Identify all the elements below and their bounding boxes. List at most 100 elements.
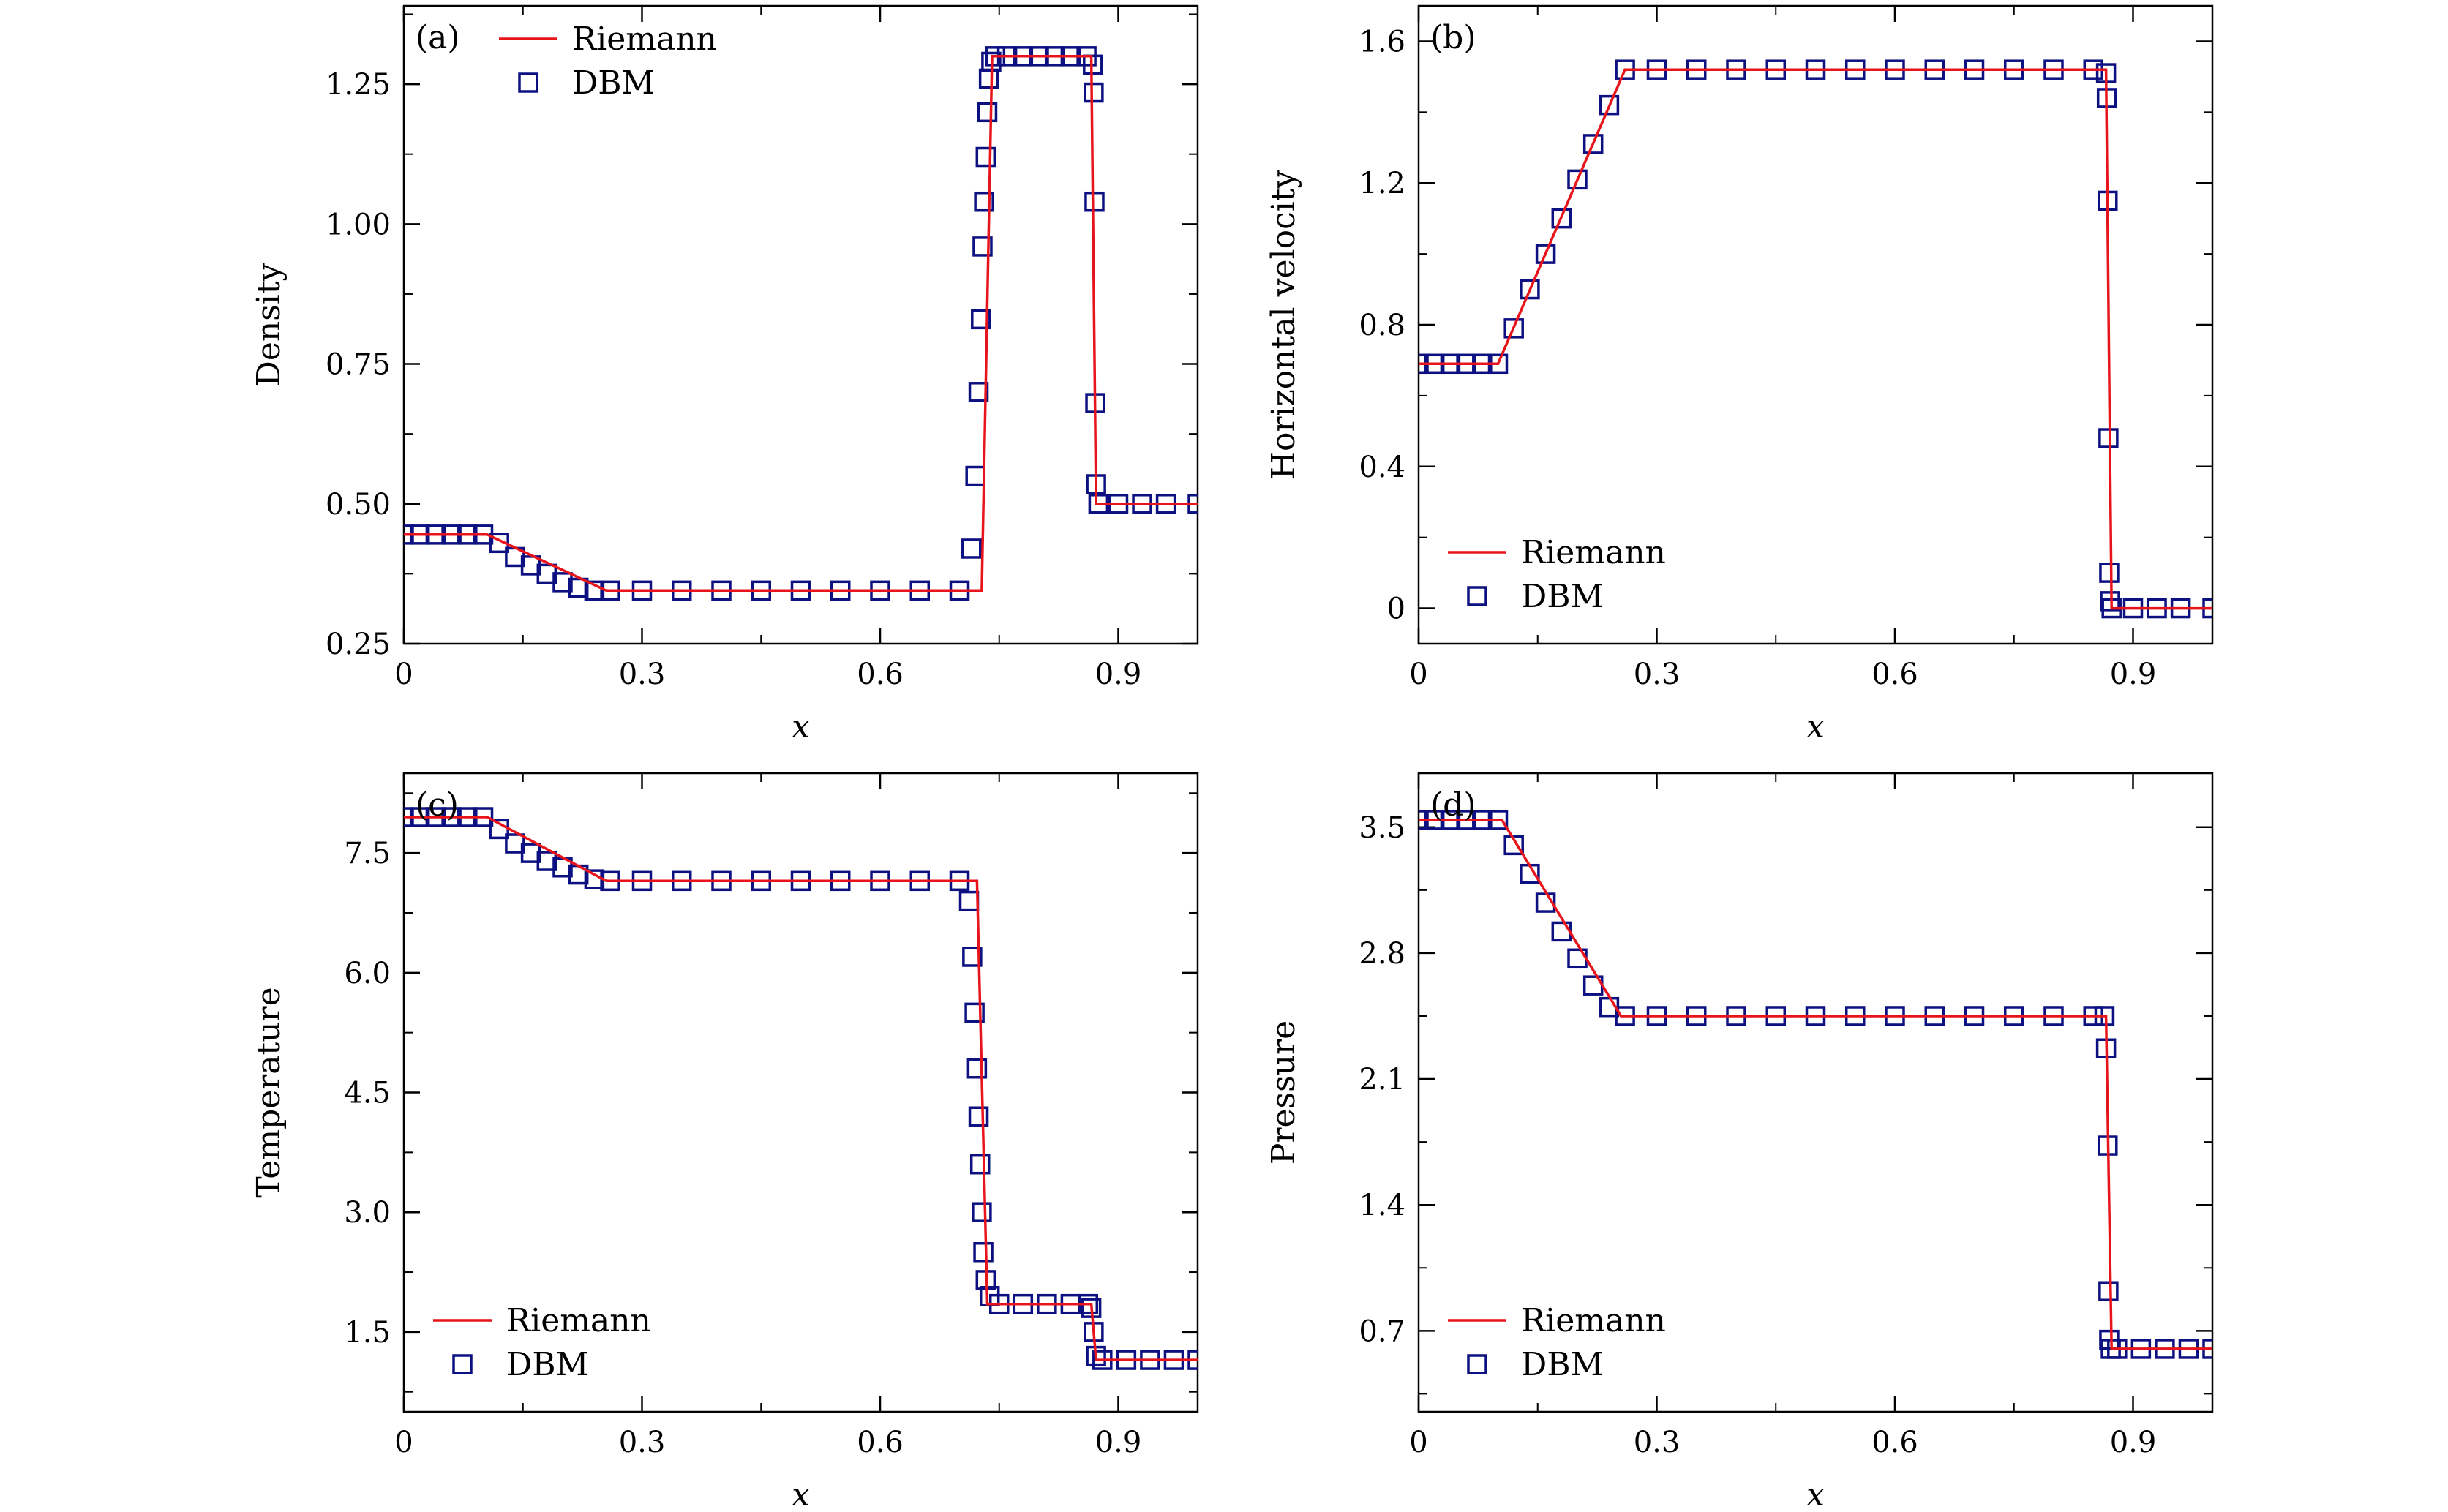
x-axis-label: x xyxy=(1806,708,1825,745)
y-tick-label: 0.75 xyxy=(326,348,391,382)
dbm-data-point xyxy=(968,1106,989,1127)
dbm-data-point xyxy=(1551,208,1572,229)
series-dbm-markers xyxy=(404,807,1198,1370)
y-axis-label: Density xyxy=(250,263,288,386)
dbm-data-point xyxy=(977,102,998,123)
plot-area xyxy=(404,46,1198,601)
x-tick-label: 0 xyxy=(394,1426,413,1459)
series-dbm-markers xyxy=(404,46,1198,601)
legend-dbm-swatch xyxy=(452,1354,473,1374)
dbm-data-point xyxy=(1520,279,1540,300)
legend-riemann-label: Riemann xyxy=(1521,1302,1666,1339)
legend-dbm-swatch xyxy=(1467,586,1487,606)
x-tick-label: 0.3 xyxy=(1634,1426,1681,1459)
x-axis-label: x xyxy=(792,708,810,745)
y-tick-label: 2.8 xyxy=(1359,937,1405,971)
dbm-data-point xyxy=(1535,244,1556,264)
y-tick-label: 3.5 xyxy=(1359,811,1405,845)
dbm-data-point xyxy=(2098,1281,2119,1301)
legend-riemann-label: Riemann xyxy=(572,20,717,58)
panel-label: (c) xyxy=(416,786,459,824)
y-tick-label: 6.0 xyxy=(344,957,391,990)
legend-riemann-label: Riemann xyxy=(506,1302,651,1339)
dbm-data-point xyxy=(536,851,557,871)
panel-b-horizontal-velocity: 0 0.3 0.6 0.9 0 0.4 0.8 1.2 1.6 x Horizontal veloc… xyxy=(1265,4,2214,745)
legend-dbm-label: DBM xyxy=(1521,1346,1604,1383)
y-tick-label: 0.7 xyxy=(1359,1314,1405,1348)
dbm-data-point xyxy=(2099,563,2120,583)
dbm-data-point xyxy=(568,577,589,598)
x-tick-label: 0.6 xyxy=(857,658,904,691)
dbm-data-point xyxy=(1083,54,1103,75)
plot-area xyxy=(1419,59,2212,619)
dbm-data-point xyxy=(972,236,993,257)
y-tick-label: 3.0 xyxy=(344,1196,391,1230)
y-axis-label: Pressure xyxy=(1265,1020,1302,1165)
dbm-data-point xyxy=(964,1002,985,1023)
dbm-data-point xyxy=(978,68,999,89)
dbm-data-point xyxy=(1599,94,1620,116)
dbm-data-point xyxy=(2098,428,2119,448)
x-axis-label: x xyxy=(1806,1476,1825,1512)
y-tick-label: 1.2 xyxy=(1359,167,1405,200)
legend: Riemann DBM xyxy=(499,20,717,102)
dbm-data-point xyxy=(962,947,983,967)
dbm-data-point xyxy=(1503,835,1524,856)
x-tick-label: 0 xyxy=(1409,658,1427,691)
x-tick-label: 0 xyxy=(1409,1426,1427,1459)
legend-dbm-swatch xyxy=(518,72,538,93)
y-tick-label: 7.5 xyxy=(344,837,391,870)
dbm-data-point xyxy=(2100,591,2120,612)
x-tick-label: 0.9 xyxy=(1095,1426,1142,1459)
legend: Riemann DBM xyxy=(1448,534,1666,615)
legend-dbm-swatch xyxy=(1467,1354,1487,1374)
legend-riemann-label: Riemann xyxy=(1521,534,1666,571)
y-tick-label: 2.1 xyxy=(1359,1063,1405,1097)
dbm-data-point xyxy=(1567,169,1588,190)
y-tick-label: 4.5 xyxy=(344,1077,391,1110)
dbm-data-point xyxy=(1084,191,1105,212)
series-riemann-line xyxy=(404,816,1198,1361)
series-riemann-line xyxy=(1419,68,2212,610)
panel-d-pressure: 0 0.3 0.6 0.9 0.7 1.4 2.1 2.8 3.5 x Pressure (d) Rie… xyxy=(1265,772,2214,1512)
legend-dbm-label: DBM xyxy=(506,1346,589,1383)
y-tick-label: 1.5 xyxy=(344,1316,391,1350)
series-riemann-line xyxy=(404,55,1198,593)
y-axis-label: Temperature xyxy=(250,987,288,1197)
y-tick-label: 1.6 xyxy=(1359,25,1405,59)
y-tick-label: 0.8 xyxy=(1359,309,1405,342)
x-tick-label: 0.3 xyxy=(619,658,666,691)
series-dbm-markers xyxy=(1419,810,2212,1359)
legend-dbm-label: DBM xyxy=(572,64,655,102)
dbm-data-point xyxy=(958,890,980,911)
dbm-data-point xyxy=(968,382,989,402)
y-tick-label: 0 xyxy=(1387,593,1405,626)
legend-dbm-label: DBM xyxy=(1521,578,1604,615)
x-tick-label: 0.9 xyxy=(1095,658,1142,691)
dbm-data-point xyxy=(584,580,605,601)
dbm-data-point xyxy=(974,191,994,212)
y-tick-label: 1.00 xyxy=(326,208,391,241)
y-tick-label: 1.25 xyxy=(326,68,391,102)
legend: Riemann DBM xyxy=(1448,1302,1666,1383)
panel-label: (a) xyxy=(416,19,460,56)
plot-area xyxy=(1419,810,2212,1359)
panel-label: (d) xyxy=(1430,786,1476,824)
plot-frame xyxy=(1417,772,2214,1413)
plot-area xyxy=(404,807,1198,1370)
plot-frame xyxy=(402,4,1199,645)
x-tick-label: 0.3 xyxy=(619,1426,666,1459)
dbm-data-point xyxy=(1503,318,1524,339)
dbm-data-point xyxy=(966,1058,988,1079)
x-tick-label: 0.6 xyxy=(857,1426,904,1459)
dbm-data-point xyxy=(552,572,573,593)
panel-c-temperature: 0 0.3 0.6 0.9 1.5 3.0 4.5 6.0 7.5 x Temperature (c)… xyxy=(250,772,1199,1512)
x-axis-label: x xyxy=(792,1476,810,1512)
dbm-data-point xyxy=(961,538,982,559)
dbm-data-point xyxy=(1084,82,1104,103)
y-axis-label: Horizontal velocity xyxy=(1265,170,1302,480)
x-tick-label: 0.9 xyxy=(2110,1426,2157,1459)
dbm-data-point xyxy=(975,146,996,168)
panel-label: (b) xyxy=(1430,19,1476,56)
